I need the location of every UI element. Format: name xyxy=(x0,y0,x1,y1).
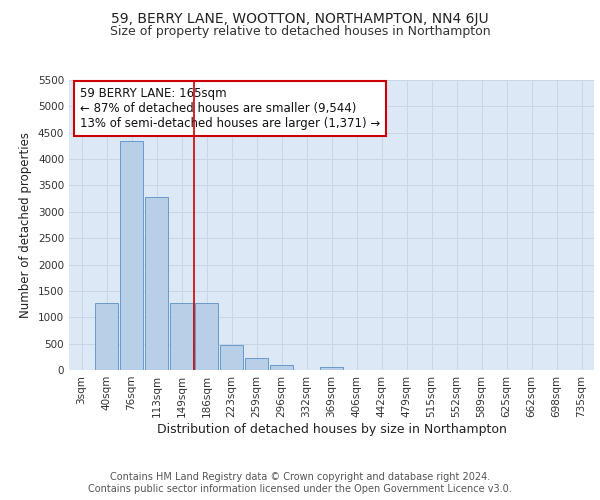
Text: Contains HM Land Registry data © Crown copyright and database right 2024.: Contains HM Land Registry data © Crown c… xyxy=(110,472,490,482)
Bar xyxy=(220,345,243,370)
Bar xyxy=(320,367,343,370)
Y-axis label: Number of detached properties: Number of detached properties xyxy=(19,132,32,318)
Bar xyxy=(95,303,118,370)
Bar xyxy=(195,303,218,370)
Text: 59, BERRY LANE, WOOTTON, NORTHAMPTON, NN4 6JU: 59, BERRY LANE, WOOTTON, NORTHAMPTON, NN… xyxy=(111,12,489,26)
Text: 59 BERRY LANE: 165sqm
← 87% of detached houses are smaller (9,544)
13% of semi-d: 59 BERRY LANE: 165sqm ← 87% of detached … xyxy=(79,87,380,130)
X-axis label: Distribution of detached houses by size in Northampton: Distribution of detached houses by size … xyxy=(157,422,506,436)
Text: Size of property relative to detached houses in Northampton: Size of property relative to detached ho… xyxy=(110,25,490,38)
Bar xyxy=(120,140,143,370)
Bar xyxy=(245,358,268,370)
Bar xyxy=(145,196,168,370)
Text: Contains public sector information licensed under the Open Government Licence v3: Contains public sector information licen… xyxy=(88,484,512,494)
Bar xyxy=(270,366,293,370)
Bar xyxy=(170,303,193,370)
